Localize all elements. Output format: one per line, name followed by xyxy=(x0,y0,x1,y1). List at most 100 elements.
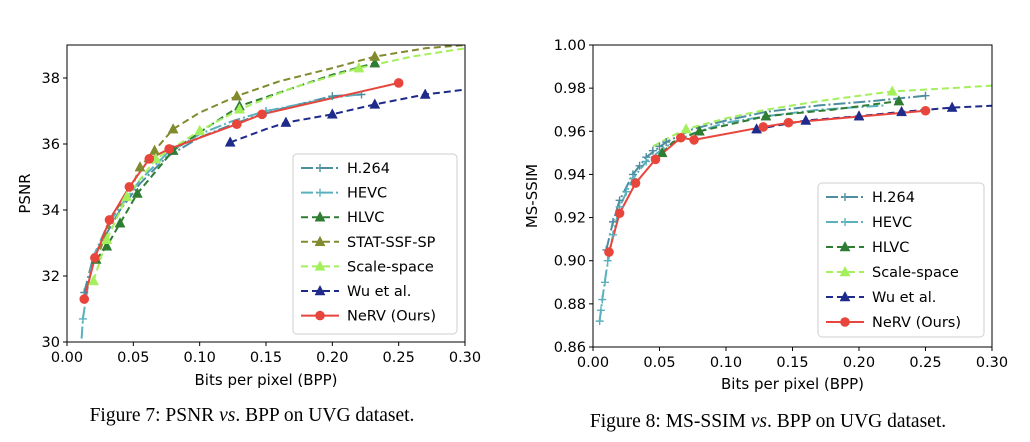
y-tick-label: 0.90 xyxy=(554,254,586,270)
data-point-hlvc xyxy=(131,187,143,198)
y-tick-label: 0.88 xyxy=(554,297,586,313)
series-line-scale-space xyxy=(92,47,465,282)
legend-marker-h-264 xyxy=(316,164,324,172)
series-line-h-264 xyxy=(83,93,362,293)
legend-marker-scale-space xyxy=(839,265,851,277)
data-point-h-264 xyxy=(357,90,366,99)
data-point-hevc xyxy=(598,295,607,304)
y-tick-label: 0.94 xyxy=(554,167,586,183)
data-point-wu-et-al xyxy=(326,108,338,119)
legend-marker-h-264 xyxy=(841,193,849,201)
data-point-stat-ssf-sp xyxy=(134,161,146,172)
y-axis-label: PSNR xyxy=(16,173,34,213)
figure-caption: Figure 7: PSNR vs. BPP on UVG dataset. xyxy=(90,405,415,426)
data-point-hlvc xyxy=(369,57,381,68)
data-point-hevc xyxy=(78,314,87,323)
data-point-hlvc xyxy=(656,146,668,158)
y-tick-label: 32 xyxy=(42,269,60,285)
legend: H.264 HEVC HLVC Scale-space Wu et al. NeRV (O… xyxy=(817,182,985,338)
legend-marker-scale-space xyxy=(314,260,326,271)
chart-msssim-vs-bpp: 0.00 0.05 0.10 0.15 0.20 0.25 0.30 0.86 0.88 0.90… xyxy=(523,38,1008,432)
data-point-nerv-ours xyxy=(90,253,100,263)
legend-label-hlvc: HLVC xyxy=(347,210,384,226)
data-point-nerv-ours xyxy=(675,132,686,143)
x-tick-label: 0.25 xyxy=(383,350,415,366)
legend-label-nerv-ours: NeRV (Ours) xyxy=(347,309,436,325)
x-tick-label: 0.00 xyxy=(577,355,609,371)
y-tick-label: 36 xyxy=(42,137,60,153)
data-point-nerv-ours xyxy=(614,208,625,219)
legend-marker-nerv-ours xyxy=(840,317,850,327)
data-point-nerv-ours xyxy=(920,105,931,116)
data-point-h-264 xyxy=(662,138,671,147)
data-point-wu-et-al xyxy=(896,105,907,117)
y-tick-label: 34 xyxy=(42,203,60,219)
x-tick-label: 0.10 xyxy=(184,350,216,366)
data-point-stat-ssf-sp xyxy=(231,90,243,101)
data-point-stat-ssf-sp xyxy=(167,123,179,134)
series-line-hlvc xyxy=(661,100,900,154)
legend-label-hevc: HEVC xyxy=(347,186,387,202)
data-point-nerv-ours xyxy=(79,294,90,304)
data-point-h-264 xyxy=(608,217,617,226)
legend-label-stat-ssf-sp: STAT-SSF-SP xyxy=(347,235,436,251)
data-point-nerv-ours xyxy=(232,119,242,129)
data-point-scale-space xyxy=(101,233,113,244)
x-tick-label: 0.05 xyxy=(117,350,149,366)
data-point-wu-et-al xyxy=(280,116,292,127)
legend-marker-nerv-ours xyxy=(315,310,325,321)
data-point-scale-space xyxy=(88,274,99,286)
data-point-hevc xyxy=(608,230,617,239)
legend-marker-wu-et-al xyxy=(839,290,851,302)
legend-box xyxy=(292,153,458,335)
data-point-scale-space xyxy=(353,62,365,73)
x-tick-label: 0.30 xyxy=(449,350,481,366)
data-point-nerv-ours xyxy=(393,78,404,88)
x-tick-label: 0.00 xyxy=(51,350,83,366)
caption-prefix: Figure 8: MS-SSIM xyxy=(590,411,751,432)
data-point-stat-ssf-sp xyxy=(369,50,381,61)
legend-label-wu-et-al: Wu et al. xyxy=(347,284,411,300)
marker-group xyxy=(595,85,958,326)
legend-label-scale-space: Scale-space xyxy=(347,259,434,275)
data-point-wu-et-al xyxy=(946,101,958,112)
x-axis-label: Bits per pixel (BPP) xyxy=(195,371,338,389)
data-point-nerv-ours xyxy=(758,122,769,132)
data-point-h-264 xyxy=(648,146,657,155)
legend-marker-stat-ssf-sp xyxy=(314,235,326,247)
data-point-hevc xyxy=(622,187,631,196)
legend-label-h-264: H.264 xyxy=(872,190,915,206)
series-line-scale-space xyxy=(652,84,992,148)
legend-marker-wu-et-al xyxy=(314,284,326,296)
legend-marker-hevc xyxy=(841,218,849,226)
data-point-nerv-ours xyxy=(689,135,699,145)
caption-italic: vs xyxy=(219,405,235,426)
data-point-hlvc xyxy=(693,125,705,136)
data-point-h-264 xyxy=(328,92,337,101)
caption-italic: vs xyxy=(751,411,767,432)
legend-label-wu-et-al: Wu et al. xyxy=(872,290,936,306)
x-tick-label: 0.20 xyxy=(843,355,875,371)
legend-label-scale-space: Scale-space xyxy=(872,265,959,281)
data-point-hlvc xyxy=(760,110,772,121)
data-point-wu-et-al xyxy=(224,136,236,147)
data-point-nerv-ours xyxy=(783,117,794,128)
y-tick-label: 30 xyxy=(42,335,60,351)
data-point-scale-space xyxy=(194,124,206,136)
data-point-stat-ssf-sp xyxy=(149,144,160,155)
data-point-wu-et-al xyxy=(369,98,381,109)
data-point-hlvc xyxy=(893,95,905,106)
x-tick-label: 0.05 xyxy=(643,355,675,371)
x-tick-label: 0.10 xyxy=(710,355,742,371)
legend-marker-hlvc xyxy=(314,211,326,222)
chart-psnr-vs-bpp: 0.00 0.05 0.10 0.15 0.20 0.25 0.30 30 32 34 36 38 Bi… xyxy=(16,44,481,426)
data-point-scale-space xyxy=(121,190,133,202)
data-point-h-264 xyxy=(635,161,644,170)
y-tick-label: 1.00 xyxy=(554,38,586,54)
data-point-h-264 xyxy=(921,91,930,100)
legend-marker-hevc xyxy=(316,188,324,197)
data-point-nerv-ours xyxy=(650,154,661,165)
data-point-hevc xyxy=(600,278,609,287)
data-point-hevc xyxy=(595,317,604,326)
